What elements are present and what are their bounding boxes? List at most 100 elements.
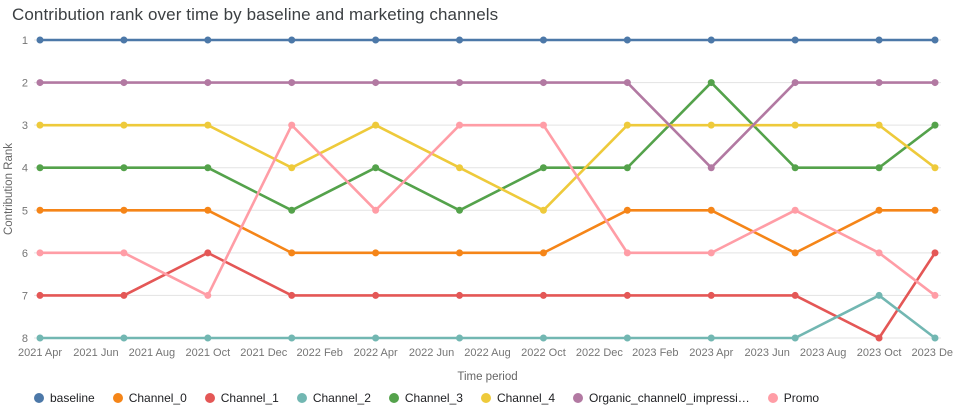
- data-point: [791, 249, 799, 257]
- x-tick-label: 2023 Feb: [632, 347, 678, 359]
- data-point: [539, 291, 547, 299]
- series-line: [38, 81, 937, 212]
- x-tick-label: 2022 Aug: [464, 347, 511, 359]
- y-tick-label: 6: [22, 248, 28, 260]
- series-line: [38, 123, 937, 212]
- legend-item-channel-3[interactable]: Channel_3: [388, 391, 463, 405]
- data-point: [707, 121, 715, 129]
- data-point: [204, 334, 212, 342]
- series-line: [38, 251, 937, 340]
- data-point: [204, 249, 212, 257]
- series-organic-channel0-impressi: [36, 79, 939, 172]
- data-point: [707, 79, 715, 87]
- legend-marker-icon: [573, 393, 584, 403]
- data-point: [875, 206, 883, 214]
- data-point: [623, 249, 631, 257]
- x-tick-label: 2022 Jun: [409, 347, 454, 359]
- data-point: [204, 206, 212, 214]
- data-point: [931, 121, 939, 129]
- data-point: [36, 249, 44, 257]
- data-point: [707, 36, 715, 44]
- x-tick-label: 2023 Dec: [911, 347, 953, 359]
- data-point: [875, 164, 883, 172]
- legend-label: Channel_3: [404, 391, 463, 405]
- data-point: [791, 334, 799, 342]
- data-point: [931, 79, 939, 87]
- legend-marker-icon: [34, 393, 44, 403]
- data-point: [36, 79, 44, 87]
- legend-marker-icon: [296, 393, 307, 403]
- x-tick-label: 2021 Aug: [129, 347, 176, 359]
- series-line: [38, 123, 937, 297]
- data-point: [372, 334, 380, 342]
- data-point: [204, 291, 212, 299]
- data-point: [456, 291, 464, 299]
- x-tick-label: 2021 Apr: [18, 347, 62, 359]
- y-tick-label: 8: [22, 333, 28, 345]
- data-point: [931, 291, 939, 299]
- legend-item-channel-1[interactable]: Channel_1: [204, 391, 279, 405]
- y-tick-label: 1: [22, 35, 28, 47]
- chart-title: Contribution rank over time by baseline …: [12, 5, 499, 24]
- data-point: [372, 291, 380, 299]
- data-point: [456, 206, 464, 214]
- data-point: [288, 249, 296, 257]
- data-point: [36, 164, 44, 172]
- data-point: [931, 36, 939, 44]
- legend-item-channel-4[interactable]: Channel_4: [480, 391, 555, 405]
- data-point: [791, 121, 799, 129]
- data-point: [875, 79, 883, 87]
- data-point: [120, 291, 128, 299]
- legend-item-promo[interactable]: Promo: [767, 391, 819, 405]
- y-axis-title: Contribution Rank: [3, 143, 15, 235]
- data-point: [372, 121, 380, 129]
- data-point: [539, 36, 547, 44]
- data-point: [623, 121, 631, 129]
- x-tick-label: 2023 Apr: [689, 347, 733, 359]
- data-point: [791, 291, 799, 299]
- data-point: [288, 164, 296, 172]
- data-point: [456, 249, 464, 257]
- data-point: [456, 334, 464, 342]
- data-point: [204, 79, 212, 87]
- data-point: [539, 206, 547, 214]
- x-tick-label: 2021 Jun: [73, 347, 118, 359]
- data-point: [791, 206, 799, 214]
- series-channel-1: [36, 249, 939, 342]
- data-point: [120, 249, 128, 257]
- y-tick-label: 3: [22, 120, 28, 132]
- data-point: [931, 164, 939, 172]
- y-tick-label: 5: [22, 205, 28, 217]
- data-point: [120, 121, 128, 129]
- legend-marker-icon: [388, 393, 399, 403]
- legend-item-channel-2[interactable]: Channel_2: [296, 391, 371, 405]
- legend: baseline Channel_0 Channel_1 Channel_2 Chann…: [34, 391, 819, 405]
- x-tick-label: 2022 Feb: [296, 347, 342, 359]
- data-point: [204, 164, 212, 172]
- data-point: [120, 206, 128, 214]
- legend-item-channel-0[interactable]: Channel_0: [112, 391, 187, 405]
- data-point: [539, 334, 547, 342]
- data-point: [36, 206, 44, 214]
- legend-label: Channel_0: [128, 391, 187, 405]
- legend-item-organic-channel0-impressi[interactable]: Organic_channel0_impressi…: [573, 391, 750, 405]
- plot-area: 1 2 3 4 5 6 7 8 2021 Apr 2021 Jun 2021 Aug 2021 Oct…: [3, 35, 953, 383]
- data-point: [875, 36, 883, 44]
- data-point: [623, 206, 631, 214]
- data-point: [875, 249, 883, 257]
- data-point: [288, 79, 296, 87]
- legend-label: Channel_2: [312, 391, 371, 405]
- data-point: [623, 36, 631, 44]
- data-point: [707, 249, 715, 257]
- legend-item-baseline[interactable]: baseline: [34, 391, 95, 405]
- legend-label: baseline: [50, 391, 95, 405]
- data-point: [288, 291, 296, 299]
- data-point: [539, 121, 547, 129]
- data-point: [539, 164, 547, 172]
- x-axis-title: Time period: [457, 371, 517, 383]
- data-point: [875, 121, 883, 129]
- data-point: [456, 164, 464, 172]
- data-point: [288, 206, 296, 214]
- series-line: [38, 208, 937, 255]
